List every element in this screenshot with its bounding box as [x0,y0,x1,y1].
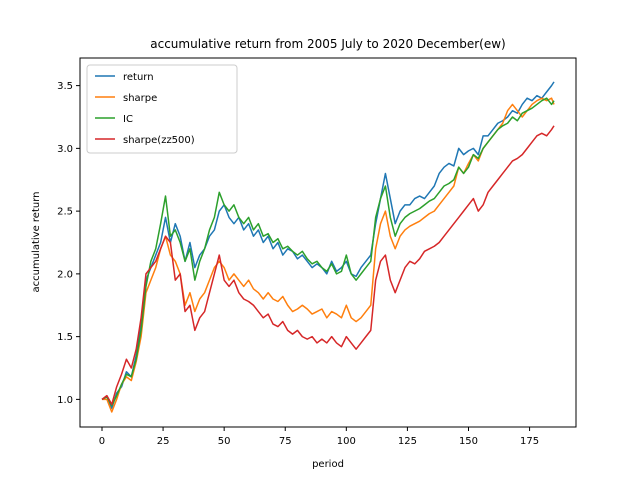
y-tick-label: 1.0 [57,395,73,406]
series-line-ic [101,97,555,407]
x-tick-label: 150 [459,436,478,447]
x-axis: 0 25 50 75 100 125 150 175 [99,427,539,447]
plot-area [101,81,555,413]
y-tick-label: 3.0 [57,144,73,155]
x-axis-label: period [312,459,344,470]
y-tick-label: 3.5 [57,81,73,92]
x-tick-label: 0 [99,436,105,447]
y-tick-label: 2.0 [57,269,73,280]
x-tick-label: 100 [337,436,356,447]
x-tick-label: 125 [398,436,417,447]
x-tick-label: 75 [279,436,292,447]
legend-label: return [123,72,154,83]
legend-label: sharpe [123,93,157,104]
chart-title: accumulative return from 2005 July to 20… [150,37,505,51]
legend-label: IC [123,114,133,125]
y-axis-label: accumulative return [31,192,42,293]
legend: return sharpe IC sharpe(zz500) [86,64,238,154]
series-line-sharpe-zz500 [101,125,555,406]
x-tick-label: 50 [218,436,231,447]
y-axis: 1.0 1.5 2.0 2.5 3.0 3.5 [57,81,80,406]
y-tick-label: 2.5 [57,207,73,218]
x-tick-label: 175 [520,436,539,447]
legend-box [86,64,238,154]
plot-frame [79,57,577,428]
legend-label: sharpe(zz500) [123,135,195,146]
y-tick-label: 1.5 [57,332,73,343]
x-tick-label: 25 [157,436,170,447]
